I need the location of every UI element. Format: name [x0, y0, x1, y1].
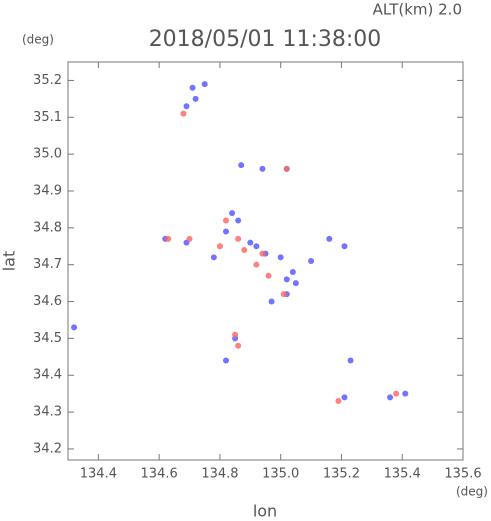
echo-point: [253, 261, 260, 268]
echo-point: [235, 235, 242, 242]
y-axis-label: lat: [0, 251, 19, 272]
y-tick-label: 35.2: [33, 73, 62, 88]
echo-point: [265, 272, 272, 279]
echo-point: [347, 357, 354, 364]
echo-point: [165, 235, 172, 242]
echo-point: [216, 243, 223, 250]
y-tick-label: 34.5: [33, 331, 62, 346]
echo-point: [189, 84, 196, 91]
echo-point: [326, 235, 333, 242]
plot-frame: [67, 61, 464, 461]
echo-point: [268, 298, 275, 305]
echo-point: [292, 280, 299, 287]
echo-point: [289, 269, 296, 276]
echo-point: [283, 276, 290, 283]
echo-point: [393, 390, 400, 397]
echo-point: [308, 258, 315, 264]
y-tick-label: 34.7: [33, 257, 62, 272]
y-tick-label: 34.6: [33, 294, 62, 309]
echo-point: [283, 165, 290, 172]
echo-point: [186, 235, 193, 242]
subtitle: ALT(km) 2.0: [373, 1, 462, 19]
echo-point: [210, 254, 217, 261]
echo-point: [241, 246, 248, 253]
echo-point: [223, 228, 229, 235]
x-tick-label: 135.2: [323, 467, 360, 482]
echo-point: [235, 342, 242, 349]
chart-title: 2018/05/01 11:38:00: [149, 27, 382, 52]
x-tick-label: 134.4: [80, 467, 117, 482]
x-unit: (deg): [456, 485, 488, 499]
echo-point: [192, 95, 199, 102]
echo-point: [180, 110, 187, 117]
y-tick-label: 34.8: [33, 220, 62, 235]
echo-point: [71, 324, 78, 331]
echo-point: [335, 398, 342, 405]
echo-point: [387, 394, 394, 401]
y-tick-label: 35.0: [33, 147, 62, 162]
echo-point: [223, 217, 229, 224]
x-tick-label: 135.6: [444, 467, 481, 482]
y-unit: (deg): [22, 33, 54, 47]
y-tick-label: 35.1: [33, 110, 62, 125]
echo-point: [341, 394, 348, 401]
echo-point: [259, 250, 266, 257]
y-tick-label: 34.4: [33, 368, 62, 383]
echo-point: [253, 243, 260, 250]
echo-point: [280, 291, 287, 298]
x-tick-label: 134.6: [141, 467, 178, 482]
echo-point: [402, 390, 409, 397]
echo-point: [232, 331, 239, 338]
echo-point: [223, 357, 229, 364]
echo-point: [341, 243, 348, 250]
echo-point: [201, 81, 208, 88]
x-tick-label: 134.8: [201, 467, 238, 482]
echo-point: [183, 103, 190, 110]
echo-point: [229, 210, 236, 217]
echo-point: [238, 162, 245, 169]
y-tick-label: 34.3: [33, 405, 62, 420]
x-tick-label: 135.4: [384, 467, 421, 482]
echo-point: [247, 239, 254, 246]
x-tick-label: 135.0: [262, 467, 299, 482]
echo-point: [235, 217, 242, 224]
echo-point: [259, 165, 266, 172]
y-tick-label: 34.9: [33, 183, 62, 198]
y-tick-label: 34.2: [33, 441, 62, 456]
x-axis-label: lon: [253, 502, 277, 521]
echo-point: [277, 254, 284, 261]
